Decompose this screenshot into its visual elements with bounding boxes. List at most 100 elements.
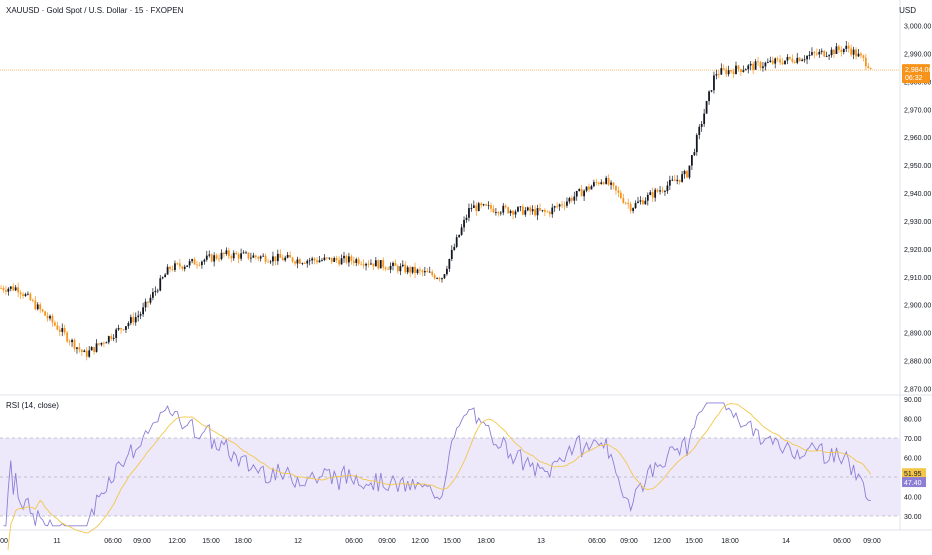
price-tick-label: 2,990.00 (904, 51, 931, 58)
candle-body (85, 350, 88, 357)
candle-body (742, 70, 745, 72)
candle-body (426, 271, 429, 273)
candle-body (644, 200, 647, 205)
candle-body (671, 179, 674, 181)
candle-body (103, 342, 105, 344)
candle-body (362, 264, 365, 266)
rsi-tick-label: 60.00 (904, 456, 922, 463)
candle-body (262, 255, 265, 257)
candle-body (458, 234, 461, 238)
candle-body (659, 190, 661, 192)
time-tick-label: 06:00 (104, 538, 122, 545)
candle-body (264, 255, 267, 262)
candle-body (44, 311, 46, 316)
candle-body (534, 209, 536, 216)
candle-body (186, 265, 189, 267)
candle-body (519, 206, 522, 208)
candle-body (637, 201, 639, 203)
candle-body (183, 266, 186, 269)
candle-body (781, 62, 784, 65)
candle-body (289, 254, 291, 258)
candle-body (818, 51, 821, 55)
candle-body (374, 260, 377, 267)
candle-body (749, 63, 752, 66)
candle-body (299, 259, 301, 264)
candle-body (541, 209, 544, 211)
candle-body (220, 252, 223, 260)
candles (0, 40, 872, 361)
price-tick-label: 2,920.00 (904, 247, 931, 254)
rsi-value-badge (902, 477, 926, 488)
candle-body (820, 50, 823, 52)
candle-body (835, 46, 838, 55)
candle-body (230, 256, 233, 259)
candle-body (509, 210, 512, 214)
candle-body (514, 211, 517, 215)
rsi-tick-label: 90.00 (904, 397, 922, 404)
candle-body (700, 123, 703, 127)
candle-body (642, 200, 644, 205)
candle-body (419, 269, 421, 271)
candle-body (384, 267, 387, 269)
candle-body (803, 59, 806, 61)
price-tick-label: 3,000.00 (904, 24, 931, 31)
candle-body (122, 329, 125, 331)
candle-body (166, 266, 169, 275)
candle-body (174, 263, 176, 270)
candle-body (19, 292, 22, 295)
rsi-ma-badge (902, 468, 926, 479)
symbol-title[interactable]: XAUUSD · Gold Spot / U.S. Dollar · 15 · … (6, 6, 184, 15)
candle-body (673, 179, 676, 181)
current-price-label: 2,984.06 (905, 67, 932, 74)
candle-body (406, 267, 409, 273)
candle-body (727, 70, 730, 75)
candle-body (583, 190, 585, 197)
candle-body (732, 71, 735, 75)
candle-body (708, 91, 710, 102)
candle-body (713, 75, 715, 91)
candle-body (605, 178, 608, 184)
candle-body (257, 257, 260, 259)
candle-body (666, 185, 669, 192)
candle-body (573, 196, 576, 201)
candle-body (833, 49, 835, 55)
candle-body (328, 257, 331, 259)
candle-body (107, 336, 110, 343)
rsi-indicator-label[interactable]: RSI (14, close) (6, 401, 59, 410)
candle-body (811, 52, 813, 55)
candle-body (681, 174, 683, 182)
candle-body (279, 253, 282, 258)
candle-body (12, 286, 15, 291)
price-tick-label: 2,890.00 (904, 331, 931, 338)
candle-body (308, 260, 311, 262)
candle-body (695, 135, 698, 153)
candle-body (281, 257, 284, 261)
candle-body (521, 206, 524, 215)
candle-body (9, 286, 12, 289)
candle-body (41, 309, 44, 312)
candle-body (36, 304, 39, 310)
candle-body (325, 257, 328, 259)
candle-body (808, 54, 811, 56)
rsi-tick-label: 70.00 (904, 436, 922, 443)
candle-body (607, 178, 610, 185)
candle-body (267, 261, 269, 263)
candle-body (629, 203, 632, 211)
candle-body (80, 349, 83, 353)
candle-body (757, 61, 759, 63)
candle-body (156, 290, 159, 292)
candle-body (367, 263, 370, 265)
candle-body (66, 332, 69, 342)
candle-body (134, 317, 137, 323)
candle-body (651, 192, 654, 198)
candle-body (747, 65, 750, 70)
candle-body (796, 57, 799, 63)
candle-body (691, 155, 693, 166)
candle-body (397, 265, 399, 272)
candle-body (715, 74, 718, 76)
candle-body (842, 48, 845, 53)
candle-body (683, 170, 686, 175)
candle-body (710, 90, 713, 92)
candle-body (722, 68, 725, 70)
